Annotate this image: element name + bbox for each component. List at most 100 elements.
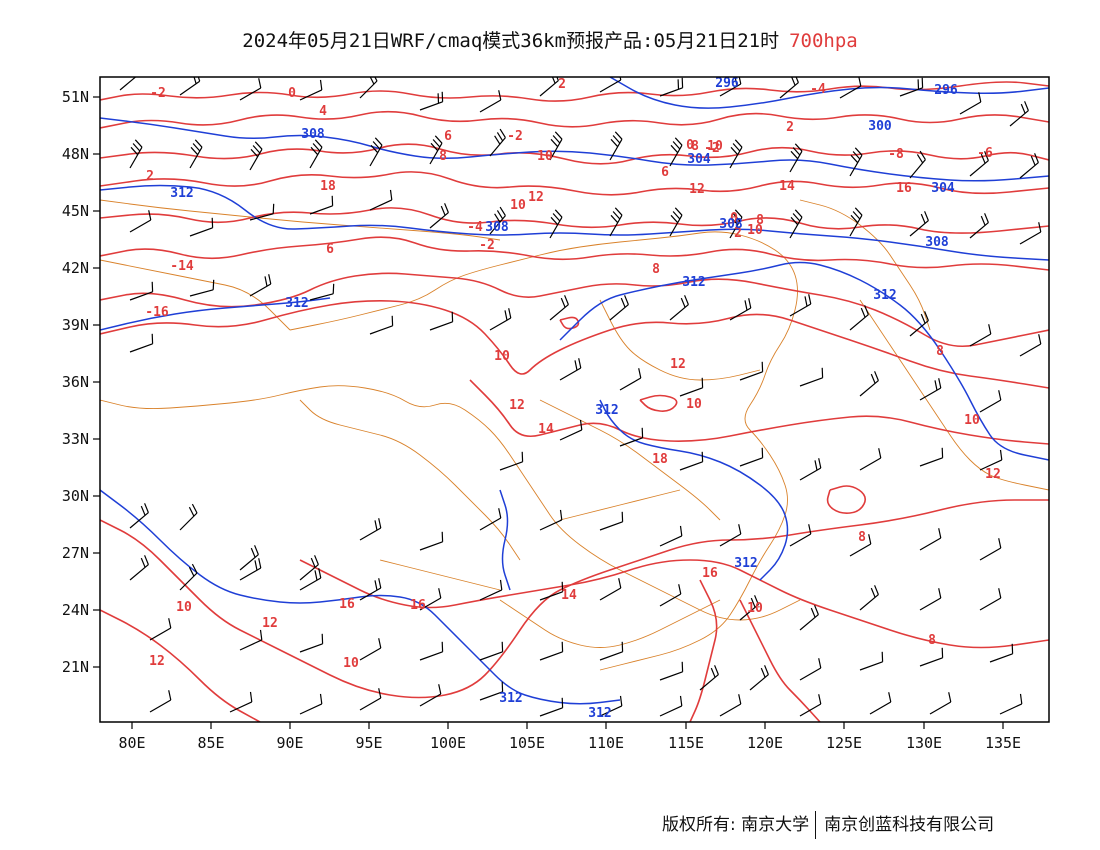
temperature-isoline — [100, 499, 1049, 699]
wind-barb — [849, 207, 863, 237]
height-label: 300 — [868, 119, 892, 134]
longitude-axis: 80E 85E 90E 95E 100E 105E 110E 115E 120E 125E 130E… — [118, 722, 1021, 752]
wind-barb — [669, 295, 689, 321]
wind-barb — [789, 294, 812, 317]
wind-barb — [919, 378, 942, 401]
wind-barb — [359, 638, 382, 661]
wind-barb — [479, 579, 503, 601]
border-line — [100, 199, 501, 241]
wind-barb — [859, 651, 884, 671]
wind-barb — [719, 524, 742, 547]
wind-barb — [979, 449, 1003, 471]
wind-barb — [869, 692, 892, 715]
wind-barb — [659, 584, 682, 607]
temperature-label: 14 — [561, 588, 577, 603]
wind-barb — [899, 77, 924, 97]
latitude-axis: 51N 48N 45N 42N 39N 36N 33N 30N 27N 24N 21N — [62, 88, 100, 676]
lon-tick-label: 130E — [906, 734, 942, 752]
wind-barb — [549, 131, 563, 161]
lat-tick-label: 33N — [62, 430, 89, 448]
border-line — [379, 559, 501, 591]
lat-tick-label: 36N — [62, 373, 89, 391]
wind-barb — [309, 283, 335, 301]
lat-tick-label: 45N — [62, 202, 89, 220]
temperature-label: 10 — [510, 198, 526, 213]
temperature-isoline — [100, 300, 1049, 389]
wind-barb — [179, 563, 198, 591]
wind-barb — [229, 691, 253, 713]
lat-tick-label: 51N — [62, 88, 89, 106]
border-line — [559, 489, 681, 521]
wind-barb — [909, 311, 929, 337]
wind-barb — [489, 128, 506, 157]
wind-barb — [959, 92, 982, 115]
wind-barb — [239, 629, 263, 651]
wind-barb — [609, 207, 623, 237]
wind-barb — [679, 377, 704, 397]
temperature-label: 12 — [509, 398, 525, 413]
temperature-isoline — [100, 143, 1049, 165]
temperature-label: 12 — [689, 182, 705, 197]
wind-barb — [729, 209, 743, 239]
wind-barb — [539, 641, 564, 661]
wind-barb — [129, 333, 154, 353]
temperature-label: 12 — [670, 357, 686, 372]
temperature-isoline — [739, 599, 821, 722]
temperature-isoline — [639, 394, 678, 412]
border-line — [499, 599, 721, 648]
wind-barb — [979, 390, 1002, 413]
height-label: 304 — [931, 181, 955, 196]
border-line — [539, 399, 721, 521]
wind-barb — [249, 203, 275, 221]
wind-barb — [359, 578, 382, 601]
wind-barb — [129, 281, 154, 301]
company-text: 南京创蓝科技有限公司 — [824, 815, 995, 835]
wind-barb — [919, 588, 942, 611]
lon-tick-label: 85E — [197, 734, 224, 752]
border-line — [799, 199, 931, 331]
pressure-level: 700hpa — [789, 30, 858, 52]
wind-barb — [419, 684, 442, 707]
map-background — [100, 77, 1049, 722]
wind-barb — [559, 358, 582, 381]
wind-barb — [359, 518, 382, 541]
wind-barb — [799, 367, 824, 387]
border-line — [859, 299, 1049, 491]
temperature-label: 16 — [410, 598, 426, 613]
wind-barb — [239, 558, 262, 581]
wind-barb — [189, 279, 215, 297]
temperature-label: 10 — [343, 656, 359, 671]
map-title: 2024年05月21日WRF/cmaq模式36km预报产品:05月21日21时 7… — [0, 26, 1100, 53]
wind-barb — [599, 77, 622, 93]
wind-barb — [859, 448, 882, 471]
wind-barb — [249, 141, 263, 171]
temperature-label: 16 — [702, 566, 718, 581]
border-line — [100, 385, 801, 621]
wind-barb — [729, 139, 743, 169]
temperature-label: 8 — [652, 262, 660, 277]
wind-barb — [599, 695, 623, 717]
wind-barb — [419, 588, 442, 611]
wind-barb — [729, 298, 752, 321]
wind-barb — [479, 508, 502, 531]
height-label: 308 — [485, 220, 509, 235]
lat-tick-label: 42N — [62, 259, 89, 277]
wind-barb — [979, 588, 1002, 611]
wind-barb — [919, 447, 944, 467]
wind-barb — [909, 211, 929, 237]
height-label: 312 — [499, 691, 522, 706]
temperature-label: 0 — [288, 86, 296, 101]
wind-barb — [1009, 101, 1029, 127]
wind-barb — [599, 578, 622, 601]
lon-tick-label: 95E — [355, 734, 382, 752]
lon-tick-label: 80E — [118, 734, 145, 752]
wind-barb — [149, 618, 172, 641]
temperature-label: -6 — [977, 146, 993, 161]
wind-barb — [659, 525, 683, 547]
temperature-label: -16 — [145, 305, 169, 320]
temperature-label: -2 — [479, 238, 495, 253]
wind-barb — [739, 361, 764, 381]
temperature-label: -4 — [810, 82, 826, 97]
lat-tick-label: 24N — [62, 601, 89, 619]
wind-barb — [859, 371, 879, 397]
